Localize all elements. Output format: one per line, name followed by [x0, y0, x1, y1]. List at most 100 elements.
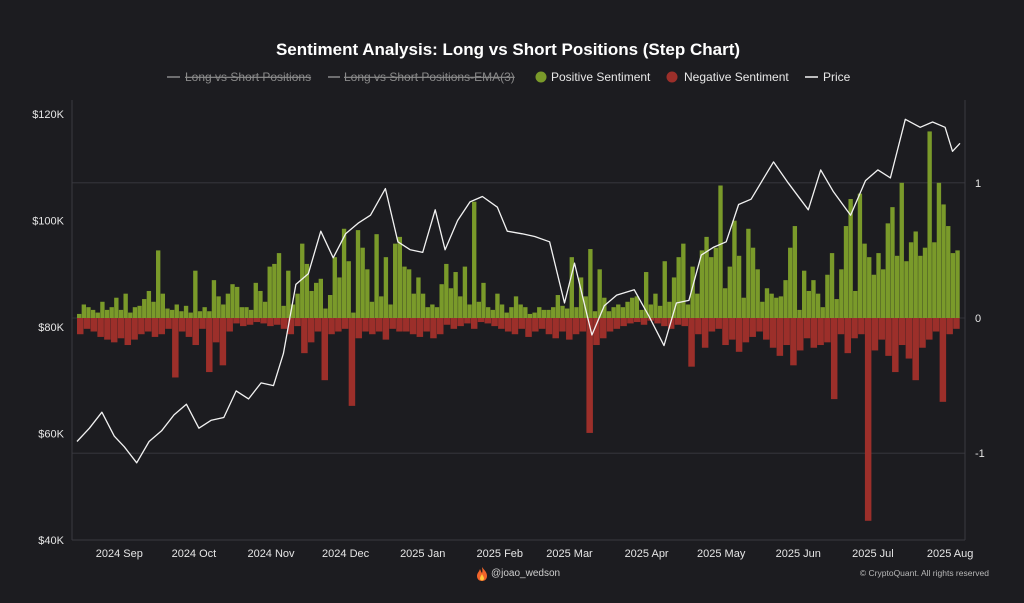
positive-bar: [894, 255, 900, 318]
positive-bar: [318, 278, 324, 318]
negative-bar: [273, 318, 281, 325]
negative-bar: [477, 318, 485, 323]
positive-bar: [77, 313, 82, 318]
negative-bar: [409, 318, 417, 335]
positive-bar: [885, 223, 890, 318]
negative-bar: [593, 318, 600, 346]
left-tick-label: $60K: [38, 429, 64, 441]
positive-bar: [258, 290, 263, 318]
legend-item-negative[interactable]: Negative Sentiment: [666, 70, 790, 84]
negative-bar: [810, 318, 818, 348]
negative-bar: [756, 318, 763, 332]
positive-bar: [411, 293, 416, 318]
positive-bar: [499, 304, 505, 318]
positive-bar: [764, 288, 770, 318]
negative-bar: [606, 318, 614, 332]
negative-bar: [633, 318, 641, 323]
positive-bar: [699, 250, 705, 318]
positive-bar: [374, 234, 379, 318]
negative-bar: [416, 318, 424, 337]
negative-bar: [124, 318, 132, 346]
negative-bar: [817, 318, 824, 346]
legend-dot-positive: [535, 71, 547, 83]
x-tick-label: 2024 Dec: [322, 548, 370, 560]
positive-bar: [239, 307, 245, 318]
positive-bar: [179, 311, 184, 318]
negative-bar: [729, 318, 736, 340]
negative-bar: [355, 318, 362, 339]
negative-bar: [151, 318, 159, 337]
positive-bar: [532, 312, 537, 318]
positive-bar: [681, 243, 686, 318]
negative-bar: [430, 318, 437, 339]
negative-bar: [912, 318, 919, 381]
negative-bar: [566, 318, 573, 340]
positive-bar: [857, 193, 863, 318]
negative-bar: [538, 318, 546, 329]
negative-bar: [110, 318, 118, 343]
negative-bar: [776, 318, 784, 356]
positive-bar: [815, 293, 821, 318]
positive-bar: [932, 242, 937, 318]
negative-bar: [83, 318, 91, 329]
positive-bar: [927, 131, 932, 318]
positive-bar: [518, 304, 523, 318]
positive-bar: [425, 307, 430, 318]
negative-bar: [172, 318, 179, 378]
legend-item-long-vs-short[interactable]: Long vs Short Positions: [167, 70, 311, 84]
positive-bar: [537, 307, 542, 318]
legend-item-price[interactable]: Price: [805, 70, 851, 84]
positive-bar: [323, 308, 328, 318]
positive-bar: [704, 236, 709, 318]
chart-title: Sentiment Analysis: Long vs Short Positi…: [276, 40, 740, 59]
negative-bar: [185, 318, 193, 337]
positive-bar: [481, 282, 486, 318]
negative-bar: [898, 318, 906, 346]
positive-bar: [485, 307, 491, 318]
fire-icon: [477, 567, 487, 581]
positive-bar: [439, 284, 444, 318]
plot-area: [71, 100, 966, 541]
positive-bar: [867, 257, 872, 318]
negative-bar: [77, 318, 84, 335]
positive-bar: [718, 185, 723, 318]
price-series: [76, 118, 961, 464]
negative-bar: [307, 318, 315, 343]
negative-bar: [287, 318, 295, 335]
negative-bar: [559, 318, 566, 332]
negative-bar: [131, 318, 138, 340]
positive-bar: [197, 311, 203, 318]
legend-item-positive[interactable]: Positive Sentiment: [535, 70, 652, 84]
x-tick-label: 2025 Apr: [625, 548, 669, 560]
positive-bar: [625, 301, 630, 318]
positive-bar: [495, 293, 500, 318]
negative-bar: [600, 318, 607, 339]
positive-bar: [523, 307, 528, 318]
positive-bar: [304, 263, 310, 318]
positive-bar: [843, 226, 849, 318]
positive-bar: [676, 257, 681, 318]
negative-bar: [443, 318, 451, 325]
positive-bar: [620, 307, 626, 318]
negative-bar: [552, 318, 559, 339]
x-tick-label: 2024 Oct: [172, 548, 217, 560]
negative-bar: [144, 318, 152, 332]
negative-bar: [484, 318, 492, 324]
positive-bar: [448, 288, 454, 318]
negative-bar: [953, 318, 960, 329]
negative-bar: [681, 318, 689, 327]
positive-bar: [272, 263, 277, 318]
positive-bar: [755, 269, 760, 318]
negative-bar: [763, 318, 770, 340]
price-line: [76, 118, 961, 464]
positive-bar: [853, 290, 858, 318]
positive-bar: [225, 293, 231, 318]
positive-bar: [174, 304, 179, 318]
positive-bar: [434, 307, 440, 318]
legend-item-ema[interactable]: Long vs Short Positions-EMA(3): [328, 70, 515, 84]
positive-bar: [351, 312, 356, 318]
negative-bar: [375, 318, 383, 332]
negative-bar: [640, 318, 648, 325]
positive-bar: [95, 312, 100, 318]
left-tick-label: $100K: [32, 216, 64, 228]
